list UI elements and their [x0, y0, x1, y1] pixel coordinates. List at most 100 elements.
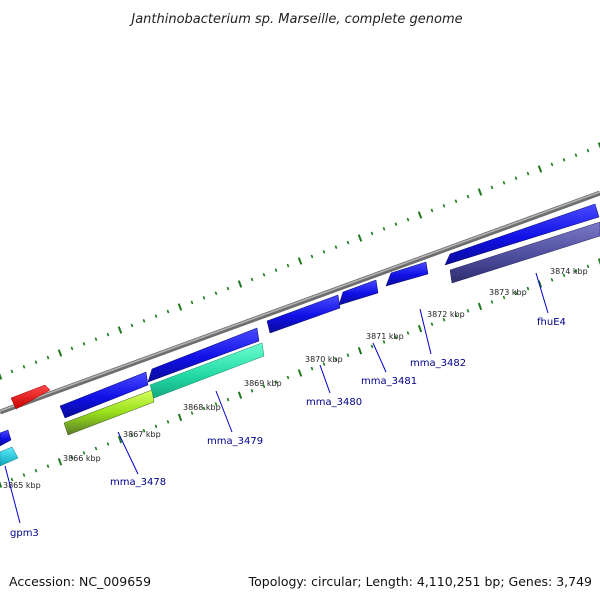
inner-tick-marks	[0, 258, 600, 488]
outer-tick	[117, 326, 123, 334]
gene-label-mma_3482[interactable]: mma_3482	[410, 358, 466, 369]
inner-tick	[166, 420, 170, 424]
leader-line-gpm3	[4, 465, 21, 524]
outer-tick	[537, 165, 543, 173]
gene-feature-mma_3480[interactable]	[266, 294, 341, 334]
tick-label: 3872 kbp	[427, 310, 465, 319]
inner-tick	[417, 324, 423, 333]
inner-tick	[250, 389, 254, 393]
inner-tick	[117, 435, 123, 444]
outer-tick	[94, 337, 98, 341]
outer-tick	[310, 254, 314, 259]
outer-tick	[0, 373, 3, 380]
outer-tick	[562, 158, 566, 162]
gene-label-gpm3[interactable]: gpm3	[10, 528, 39, 539]
genome-backbone	[0, 190, 600, 415]
inner-tick	[237, 391, 243, 399]
outer-tick	[394, 222, 398, 226]
tick-label: 3871 kbp	[366, 332, 404, 341]
inner-tick	[502, 295, 506, 300]
outer-tick	[297, 257, 303, 265]
tick-label: 3873 kbp	[489, 288, 527, 297]
inner-tick	[262, 384, 266, 389]
gene-feature-mma_3479[interactable]	[147, 327, 260, 383]
tick-label: 3869 kbp	[244, 379, 282, 388]
inner-tick	[562, 273, 566, 278]
outer-tick	[130, 323, 134, 328]
gene-label-mma_3480[interactable]: mma_3480	[306, 397, 362, 408]
inner-tick	[10, 477, 14, 482]
gene-feature-gpm3-upper[interactable]	[0, 429, 12, 447]
outer-tick	[454, 199, 458, 203]
inner-tick	[226, 397, 230, 402]
tick-label: 3865 kbp	[3, 481, 41, 490]
inner-tick	[214, 402, 218, 406]
gene-feature-mma_3482[interactable]	[385, 261, 429, 287]
outer-tick	[417, 211, 423, 219]
outer-tick	[490, 185, 494, 190]
leader-line-fhuE4	[535, 272, 549, 314]
gene-label-mma_3478[interactable]: mma_3478	[110, 477, 166, 488]
outer-tick	[190, 300, 194, 305]
inner-tick	[490, 300, 494, 304]
gene-label-fhuE4[interactable]: fhuE4	[537, 317, 566, 328]
genome-backbone-highlight	[0, 191, 600, 412]
tick-label: 3867 kbp	[123, 430, 161, 439]
outer-tick	[10, 369, 14, 374]
rna-gene[interactable]	[10, 384, 51, 410]
outer-tick	[442, 204, 446, 208]
genome-summary-text: Topology: circular; Length: 4,110,251 bp…	[248, 574, 592, 589]
outer-tick	[526, 171, 530, 176]
gene-feature-mma_3481[interactable]	[338, 279, 379, 306]
inner-tick	[57, 458, 63, 466]
outer-tick	[514, 176, 518, 180]
outer-tick	[166, 309, 170, 314]
inner-tick	[106, 442, 110, 446]
outer-tick	[286, 263, 290, 268]
outer-tick	[57, 349, 63, 357]
accession-text: Accession: NC_009659	[9, 574, 151, 589]
cog-bar-mma_3478	[63, 389, 155, 436]
inner-tick	[586, 264, 590, 269]
outer-tick	[226, 286, 230, 291]
map-title: Janthinobacterium sp. Marseille, complet…	[128, 12, 462, 27]
inner-tick	[286, 375, 290, 380]
outer-tick	[274, 268, 278, 272]
outer-tick	[214, 291, 218, 295]
inner-tick	[274, 380, 278, 384]
gene-feature-mma_3478[interactable]	[59, 371, 149, 419]
inner-tick	[177, 413, 183, 422]
outer-tick	[597, 142, 600, 149]
inner-tick	[357, 347, 363, 355]
tick-label: 3874 kbp	[550, 267, 588, 276]
leader-line-mma_3479	[215, 390, 233, 433]
outer-tick	[502, 181, 506, 185]
outer-tick	[574, 153, 578, 157]
outer-tick	[370, 231, 374, 236]
outer-tick	[430, 208, 434, 213]
outer-tick	[466, 194, 470, 199]
inner-tick	[466, 309, 470, 313]
inner-tick	[310, 366, 314, 371]
inner-tick	[190, 411, 194, 415]
inner-tick	[550, 278, 554, 282]
outer-tick	[237, 280, 243, 288]
gene-label-mma_3481[interactable]: mma_3481	[361, 376, 417, 387]
tick-label: 3868 kbp	[183, 403, 221, 412]
inner-tick	[382, 340, 386, 344]
inner-tick	[94, 446, 98, 451]
inner-tick	[597, 258, 600, 266]
inner-tick	[46, 464, 50, 468]
gene-label-mma_3479[interactable]: mma_3479	[207, 436, 263, 447]
inner-tick	[454, 313, 458, 318]
gene-feature-fhuE4[interactable]	[444, 203, 600, 266]
inner-tick	[322, 362, 326, 366]
inner-tick	[142, 428, 146, 433]
outer-tick	[322, 250, 326, 254]
inner-tick	[346, 353, 350, 357]
inner-tick	[82, 451, 86, 455]
outer-tick	[106, 332, 110, 337]
leader-line-mma_3481	[372, 342, 387, 373]
position-labels: 3865 kbp 3866 kbp 3867 kbp 3868 kbp 3869…	[3, 267, 588, 490]
